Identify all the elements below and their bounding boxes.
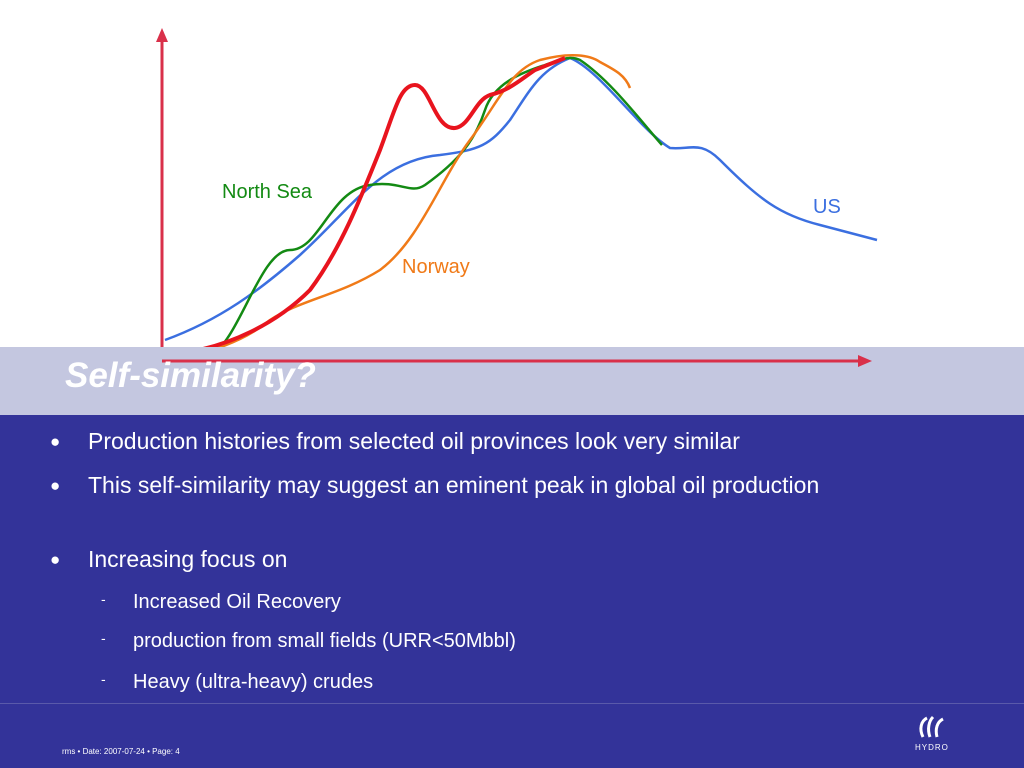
sub-bullet: Heavy (ultra-heavy) crudes <box>101 671 373 694</box>
slide-title: Self-similarity? <box>65 356 316 395</box>
logo-text: HYDRO <box>915 743 949 752</box>
sub-bullet: production from small fields (URR<50Mbbl… <box>101 630 516 653</box>
sub-bullet: Increased Oil Recovery <box>101 591 341 614</box>
label-norway: Norway <box>402 256 470 278</box>
global-curve <box>202 56 566 347</box>
logo: HYDRO <box>915 715 949 752</box>
y-arrow <box>156 28 168 42</box>
chart: North Sea US Norway <box>156 28 878 347</box>
us-curve <box>164 56 878 342</box>
label-us: US <box>813 196 841 218</box>
footer-rule <box>0 703 1024 704</box>
content: Production histories from selected oil p… <box>0 415 1024 768</box>
footer: rms • Date: 2007-07-24 • Page: 4 <box>62 747 180 756</box>
bullet: This self-similarity may suggest an emin… <box>50 471 888 500</box>
bullet: Increasing focus on <box>50 545 888 574</box>
x-arrow <box>858 355 872 367</box>
bullet: Production histories from selected oil p… <box>50 427 888 456</box>
logo-mark <box>919 715 944 738</box>
x-axis-layer <box>162 355 872 367</box>
title-band <box>0 347 1024 415</box>
north-sea-curve <box>218 56 663 347</box>
label-north-sea: North Sea <box>222 181 313 203</box>
